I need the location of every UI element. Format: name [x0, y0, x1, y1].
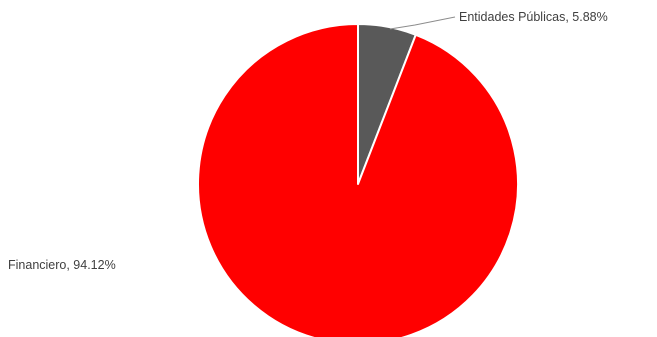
- pie-slice-financiero: [197, 23, 519, 337]
- leader-line-entidades-publicas: [389, 16, 456, 30]
- data-label-entidades-publicas: Entidades Públicas, 5.88%: [459, 10, 608, 24]
- pie-slices: [197, 23, 519, 337]
- data-label-financiero: Financiero, 94.12%: [8, 258, 116, 272]
